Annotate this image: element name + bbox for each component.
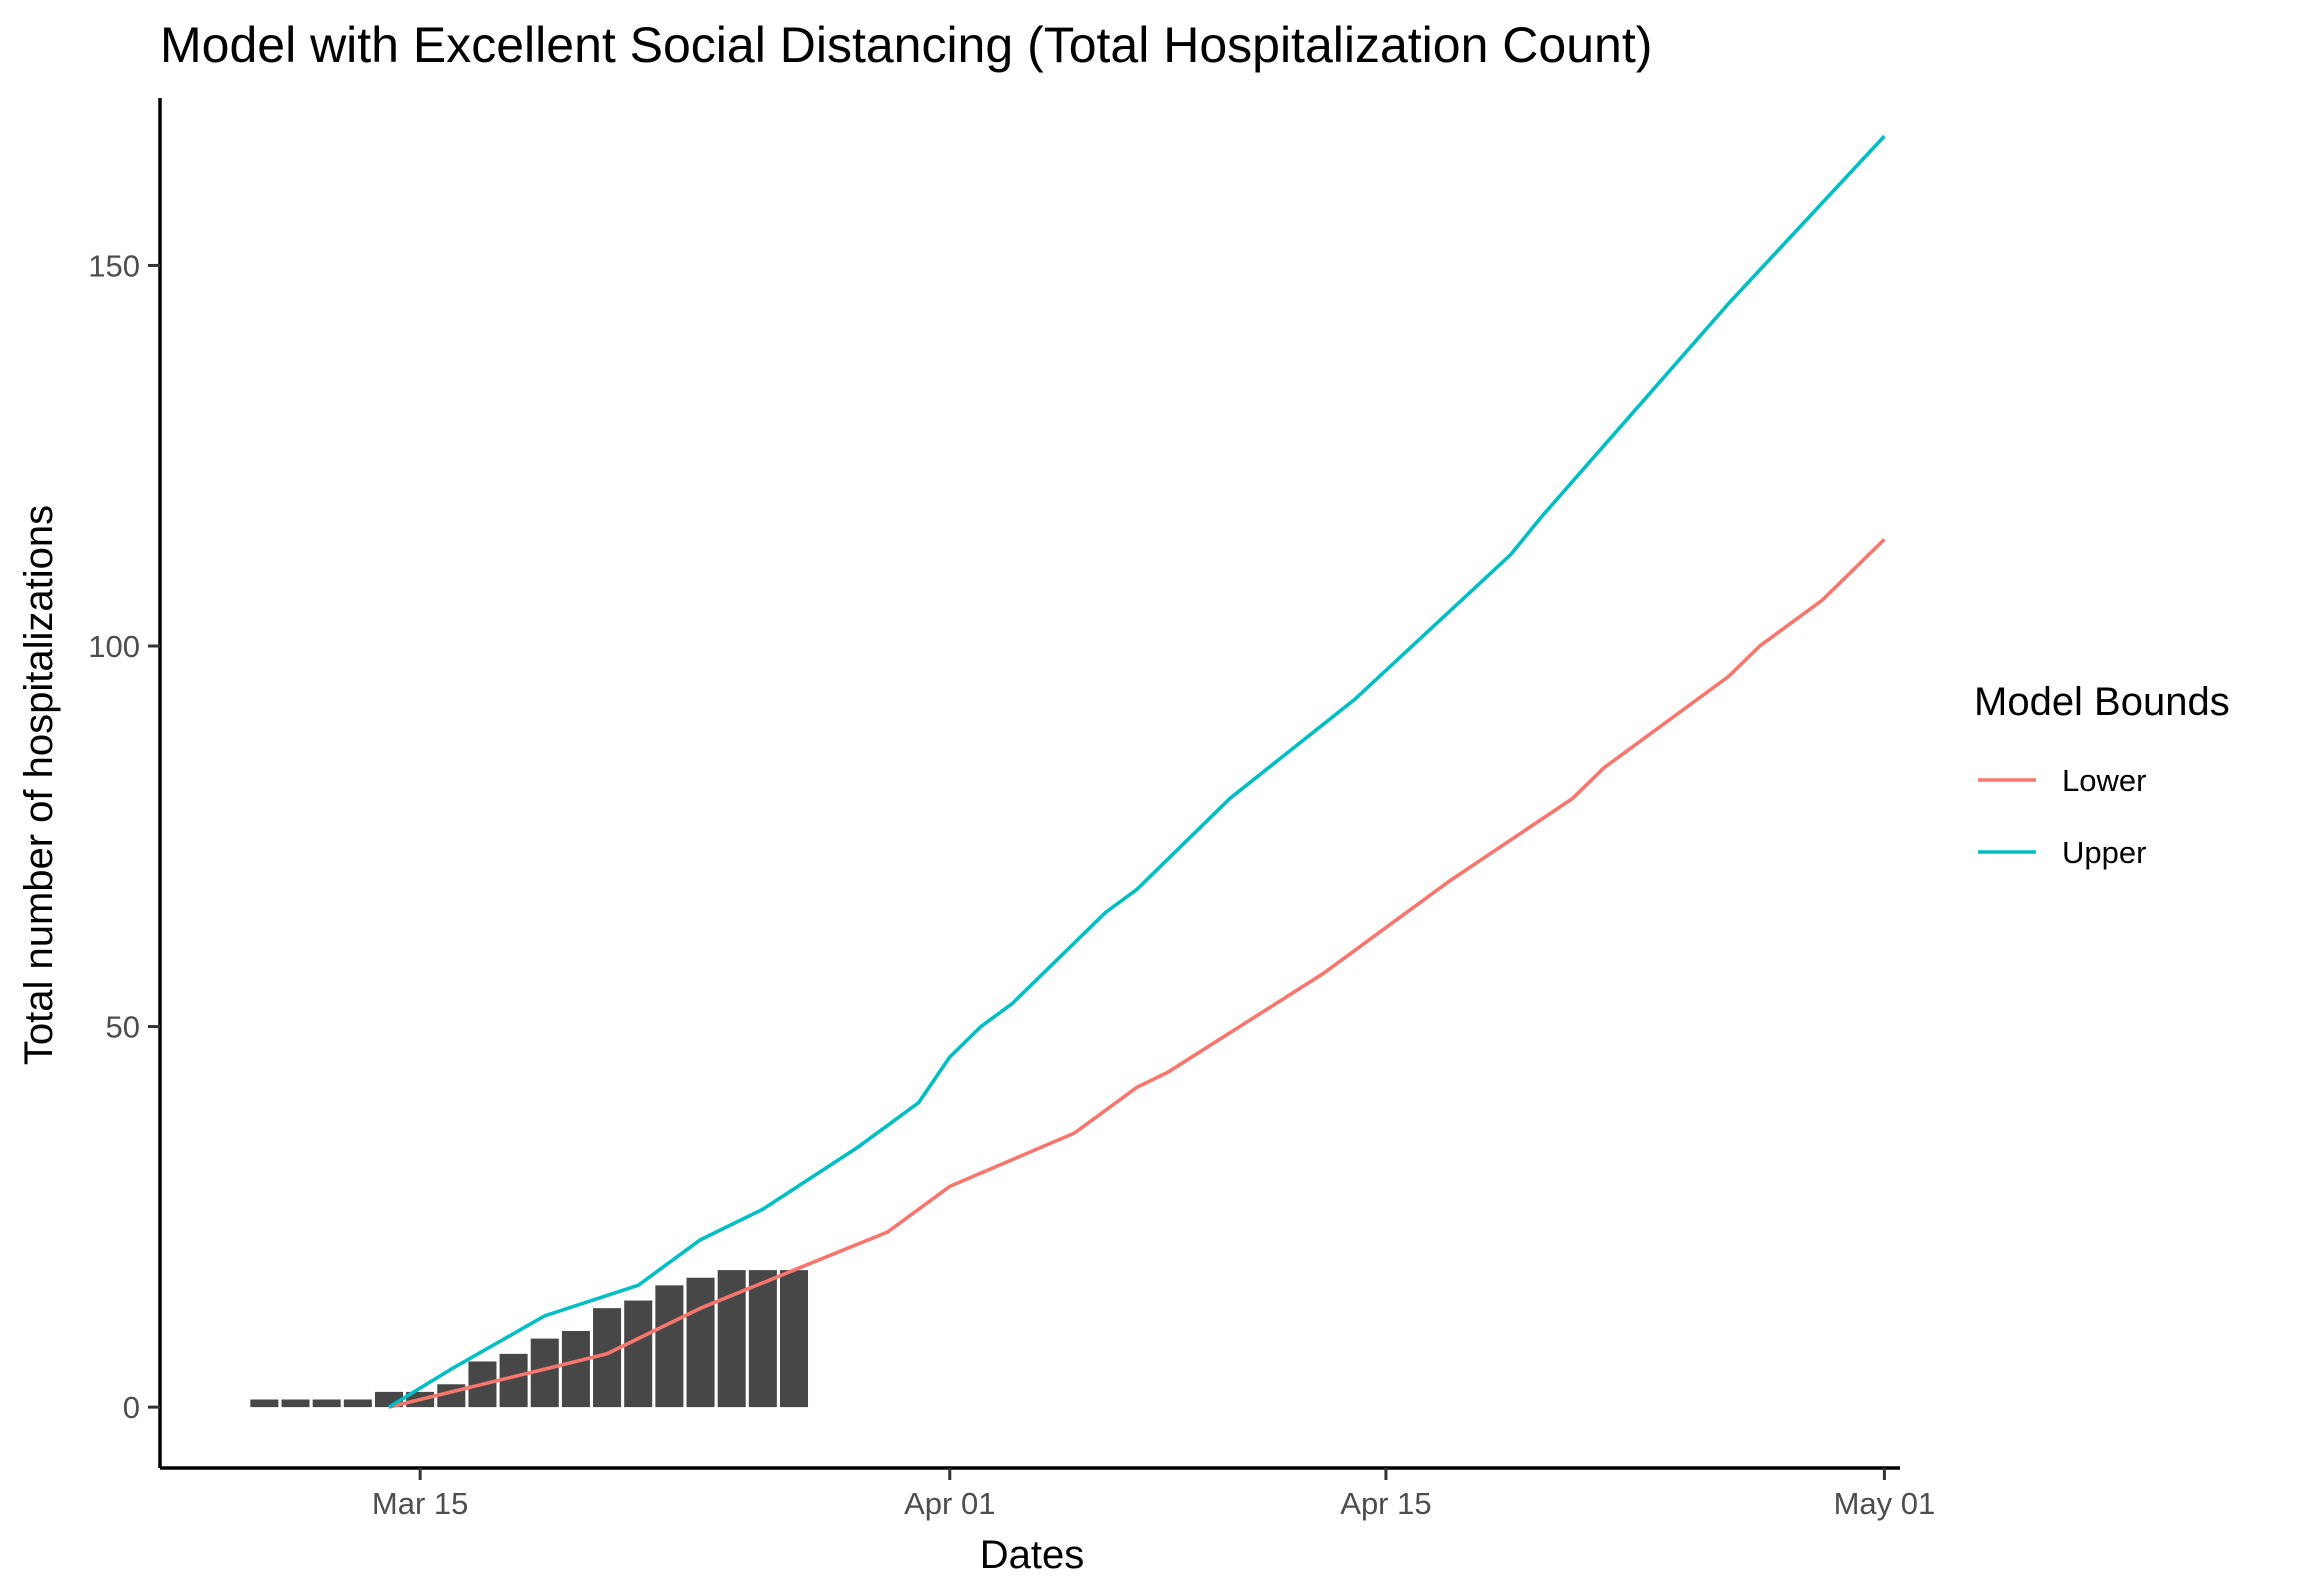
bar [624,1300,653,1408]
y-tick-label: 100 [88,629,140,664]
legend: Model Bounds Lower Upper [1974,680,2230,870]
lines-layer [388,134,1886,1409]
legend-label-upper: Upper [2062,835,2146,870]
y-axis-title: Total number of hospitalizations [17,505,61,1065]
bars-layer [250,1270,809,1408]
y-tick-label: 150 [88,248,140,283]
y-tick-label: 0 [123,1390,140,1425]
x-axis-ticks: Mar 15 Apr 01 Apr 15 May 01 [372,1468,1935,1521]
bar [561,1331,590,1408]
bar [281,1399,310,1408]
x-tick-label: Mar 15 [372,1486,468,1521]
bar [748,1270,777,1408]
bar [686,1277,715,1408]
x-tick-label: Apr 01 [904,1486,995,1521]
legend-title: Model Bounds [1974,680,2230,724]
bar [250,1399,279,1408]
y-axis-ticks: 0 50 100 150 [88,248,160,1425]
series-line-upper [388,134,1886,1409]
x-tick-label: Apr 15 [1340,1486,1431,1521]
y-tick-label: 50 [106,1010,140,1045]
bar [779,1270,809,1408]
x-tick-label: May 01 [1834,1486,1936,1521]
x-axis-title: Dates [980,1533,1085,1577]
chart-title: Model with Excellent Social Distancing (… [160,17,1652,73]
bar [655,1285,684,1408]
legend-items: Lower Upper [1978,763,2146,870]
series-line-lower [388,538,1886,1409]
bar [312,1399,341,1408]
legend-label-lower: Lower [2062,763,2146,798]
bar [343,1399,372,1408]
